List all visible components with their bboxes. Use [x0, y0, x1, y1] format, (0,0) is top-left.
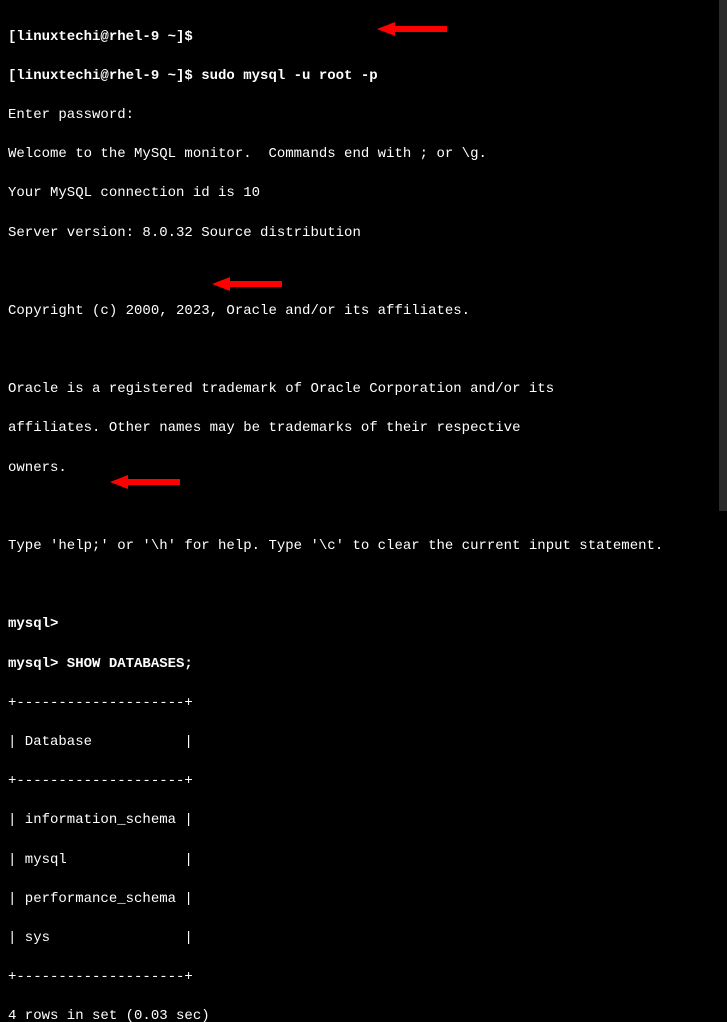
output-line: Welcome to the MySQL monitor. Commands e… — [8, 145, 719, 165]
annotation-arrow — [212, 277, 282, 291]
table-border: +--------------------+ — [8, 694, 719, 714]
annotation-arrow — [377, 22, 447, 36]
mysql-command: mysql> SHOW DATABASES; — [8, 655, 719, 675]
output-line — [8, 576, 719, 596]
output-line: 4 rows in set (0.03 sec) — [8, 1007, 719, 1022]
output-line: Enter password: — [8, 106, 719, 126]
table-row: | mysql | — [8, 851, 719, 871]
output-line: Server version: 8.0.32 Source distributi… — [8, 224, 719, 244]
terminal-output: [linuxtechi@rhel-9 ~]$ [linuxtechi@rhel-… — [8, 8, 719, 1022]
output-line — [8, 498, 719, 518]
mysql-prompt: mysql> — [8, 615, 719, 635]
output-line: Oracle is a registered trademark of Orac… — [8, 380, 719, 400]
table-border: +--------------------+ — [8, 772, 719, 792]
table-row: | information_schema | — [8, 811, 719, 831]
output-line: Your MySQL connection id is 10 — [8, 184, 719, 204]
prompt-line: [linuxtechi@rhel-9 ~]$ — [8, 28, 719, 48]
annotation-arrow — [110, 475, 180, 489]
output-line: Copyright (c) 2000, 2023, Oracle and/or … — [8, 302, 719, 322]
table-row: | sys | — [8, 929, 719, 949]
command-line: [linuxtechi@rhel-9 ~]$ sudo mysql -u roo… — [8, 67, 719, 87]
output-line: affiliates. Other names may be trademark… — [8, 419, 719, 439]
table-header: | Database | — [8, 733, 719, 753]
table-row: | performance_schema | — [8, 890, 719, 910]
table-border: +--------------------+ — [8, 968, 719, 988]
output-line — [8, 263, 719, 283]
output-line: Type 'help;' or '\h' for help. Type '\c'… — [8, 537, 719, 557]
output-line — [8, 341, 719, 361]
scrollbar-track — [719, 0, 727, 511]
